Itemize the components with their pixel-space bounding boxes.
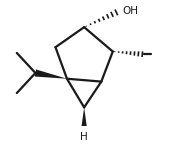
Text: OH: OH bbox=[122, 6, 138, 16]
Polygon shape bbox=[82, 107, 87, 126]
Polygon shape bbox=[35, 69, 67, 79]
Text: H: H bbox=[80, 132, 88, 142]
